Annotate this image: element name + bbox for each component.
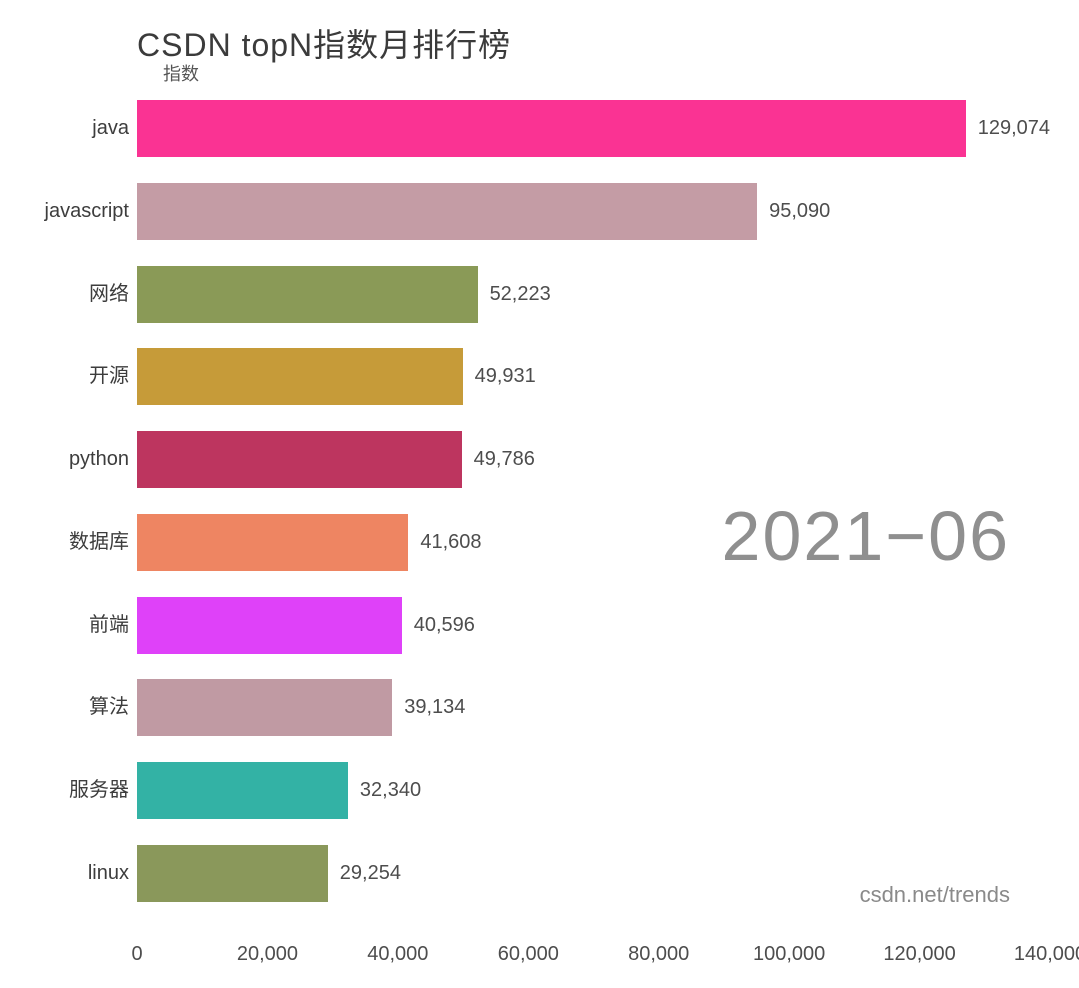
value-label: 52,223 — [489, 282, 551, 305]
value-label: 49,931 — [474, 365, 536, 388]
bar — [137, 431, 462, 488]
value-label: 41,608 — [420, 530, 482, 553]
x-tick-label: 140,000 — [1013, 943, 1079, 965]
category-label: javascript — [44, 199, 129, 222]
bar-row: 服务器 32,340 — [69, 762, 1050, 819]
value-label: 129,074 — [977, 117, 1050, 139]
bar — [137, 100, 966, 157]
watermark: csdn.net/trends — [859, 882, 1010, 907]
bar — [137, 844, 328, 902]
bar-row: 网络 52,223 — [89, 265, 1050, 323]
value-label: 29,254 — [339, 861, 401, 884]
category-label: 服务器 — [69, 779, 129, 801]
category-label: 开源 — [89, 365, 129, 388]
value-label: 32,340 — [359, 779, 422, 801]
bar — [137, 596, 402, 654]
bar-row: java 129,074 — [92, 100, 1050, 157]
bar-row: linux 29,254 — [88, 844, 1050, 902]
value-axis-label: 指数 — [163, 64, 199, 84]
bar-row: python 49,786 — [69, 431, 1050, 488]
bar — [137, 762, 348, 819]
x-axis: 0 20,000 40,000 60,000 80,000 100,000 120,000 1… — [131, 943, 1079, 973]
bar — [137, 348, 463, 406]
value-label: 39,134 — [404, 696, 466, 719]
bar — [137, 182, 758, 240]
x-tick-label: 80,000 — [628, 943, 690, 965]
category-label: 数据库 — [69, 530, 129, 553]
bar-row: 数据库 41,608 — [69, 513, 1050, 571]
bars-container: java 129,074 javascript 95,090 网络 52,223… — [45, 100, 1050, 930]
bar-row: 前端 40,596 — [89, 596, 1050, 654]
x-tick-label: 100,000 — [752, 943, 826, 965]
x-tick-label: 0 — [131, 943, 143, 965]
bar — [137, 513, 409, 571]
bar-row: 开源 49,931 — [89, 348, 1050, 406]
x-tick-label: 20,000 — [236, 943, 299, 965]
category-label: 前端 — [89, 613, 129, 636]
bar-row: javascript 95,090 — [45, 182, 1050, 240]
date-label: 2021−06 — [721, 497, 1010, 575]
category-label: java — [92, 117, 129, 139]
x-tick-label: 40,000 — [367, 943, 429, 965]
category-label: 网络 — [89, 282, 129, 305]
chart-title: CSDN topN指数月排行榜 — [137, 27, 512, 63]
x-tick-label: 60,000 — [497, 943, 559, 965]
bar — [137, 265, 478, 323]
bar-row: 算法 39,134 — [89, 679, 1050, 737]
bar — [137, 679, 393, 737]
value-label: 95,090 — [769, 199, 831, 222]
category-label: linux — [87, 861, 129, 884]
category-label: python — [68, 448, 129, 470]
category-label: 算法 — [89, 696, 129, 719]
x-tick-label: 120,000 — [883, 943, 956, 965]
value-label: 40,596 — [413, 613, 475, 636]
value-label: 49,786 — [473, 448, 535, 470]
